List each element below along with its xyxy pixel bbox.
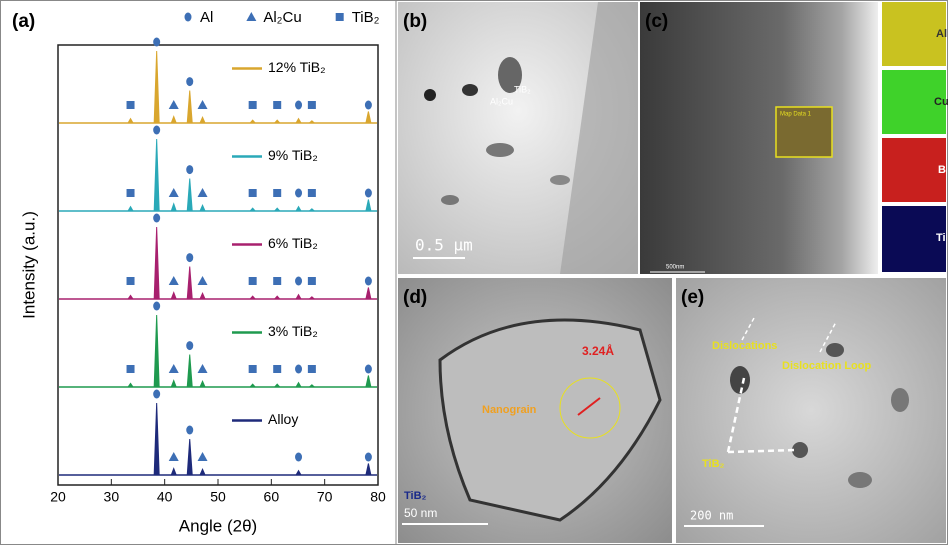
phase-marker: [273, 365, 281, 373]
phase-marker: [186, 165, 193, 174]
element-map: [882, 138, 946, 202]
phase-marker: [365, 365, 372, 374]
series-label: 9% TiB₂: [268, 147, 318, 163]
scale-label: 500nm: [666, 265, 684, 271]
image-texture: [424, 89, 436, 101]
phase-marker: [127, 277, 135, 285]
phase-marker: [365, 277, 372, 286]
legend-label: TiB₂: [352, 9, 380, 26]
panel-label: (d): [403, 287, 427, 308]
phase-marker: [365, 453, 372, 462]
image-texture: [486, 143, 514, 157]
phase-marker: [249, 277, 257, 285]
phase-marker: [153, 302, 160, 311]
phase-marker: [365, 101, 372, 110]
phase-marker: [273, 277, 281, 285]
phase-marker: [273, 101, 281, 109]
phase-marker: [153, 214, 160, 223]
panel-label: (a): [12, 11, 35, 32]
panel-b: (b) TiB₂ Al₂Cu 0.5 μm: [398, 2, 638, 274]
annotation: Al₂Cu: [490, 96, 513, 106]
annotation: TiB₂: [404, 490, 427, 502]
phase-marker: [249, 101, 257, 109]
series-label: 3% TiB₂: [268, 323, 318, 339]
legend-label: Al: [200, 9, 213, 26]
annotation: 3.24Å: [582, 343, 614, 358]
x-axis-label: Angle (2θ): [179, 516, 257, 535]
panel-e: Dislocations Dislocation Loop TiB₂ 200 n…: [676, 278, 946, 543]
phase-marker: [295, 365, 302, 374]
panel-label: (b): [403, 11, 427, 32]
element-label: Ti: [936, 232, 946, 244]
panel-label: (e): [681, 287, 704, 308]
image-texture: [792, 442, 808, 458]
series-label: 6% TiB₂: [268, 235, 318, 251]
map-title: Map Data 1: [780, 112, 812, 118]
phase-marker: [186, 341, 193, 350]
phase-marker: [186, 253, 193, 262]
element-label: Al: [936, 28, 947, 40]
page: (a) Angle (2θ) Intensity (a.u.) 20 30 40 50…: [0, 0, 948, 550]
phase-marker: [153, 38, 160, 47]
figure: (a) Angle (2θ) Intensity (a.u.) 20 30 40 50…: [0, 0, 948, 545]
image-texture: [462, 84, 478, 96]
phase-marker: [295, 189, 302, 198]
phase-marker: [127, 189, 135, 197]
phase-marker: [186, 77, 193, 86]
y-axis-label: Intensity (a.u.): [19, 211, 38, 319]
scale-label: 0.5 μm: [415, 236, 473, 255]
phase-marker: [308, 101, 316, 109]
image-texture: [848, 472, 872, 488]
phase-marker: [308, 189, 316, 197]
phase-marker: [186, 426, 193, 435]
image-texture: [550, 175, 570, 185]
panel-c: Map Data 1 (c) 500nm Al Cu B Ti: [640, 2, 948, 274]
image-texture: [826, 343, 844, 357]
phase-marker: [249, 365, 257, 373]
phase-marker: [273, 189, 281, 197]
phase-marker: [127, 101, 135, 109]
element-label: B: [938, 164, 946, 176]
legend-marker: [336, 13, 344, 21]
panel-d: 3.24Å Nanograin TiB₂ 50 nm (d): [398, 278, 672, 543]
annotation: TiB₂: [514, 84, 531, 94]
x-tick-label: 50: [210, 489, 226, 505]
annotation: Dislocations: [712, 340, 777, 352]
legend-marker: [185, 13, 192, 22]
phase-marker: [153, 126, 160, 135]
phase-marker: [295, 453, 302, 462]
x-tick-label: 70: [317, 489, 333, 505]
phase-marker: [365, 189, 372, 198]
series-label: Alloy: [268, 411, 298, 427]
phase-marker: [249, 189, 257, 197]
phase-marker: [153, 390, 160, 399]
image-texture: [891, 388, 909, 412]
image-texture: [441, 195, 459, 205]
phase-marker: [295, 277, 302, 286]
tem-image: [676, 278, 946, 543]
x-tick-label: 40: [157, 489, 173, 505]
panel-label: (c): [645, 11, 668, 32]
x-tick-label: 30: [104, 489, 120, 505]
annotation: Dislocation Loop: [782, 360, 872, 372]
annotation: TiB₂: [702, 458, 725, 470]
x-tick-label: 80: [370, 489, 386, 505]
element-label: Cu: [934, 96, 948, 108]
phase-marker: [308, 365, 316, 373]
sem-image: [640, 2, 878, 274]
image-texture: [730, 366, 750, 394]
series-label: 12% TiB₂: [268, 59, 326, 75]
legend-label: Al₂Cu: [263, 9, 301, 26]
annotation: Nanograin: [482, 404, 537, 416]
phase-marker: [127, 365, 135, 373]
x-tick-label: 20: [50, 489, 66, 505]
phase-marker: [295, 101, 302, 110]
x-tick-label: 60: [264, 489, 280, 505]
phase-marker: [308, 277, 316, 285]
scale-label: 50 nm: [404, 506, 437, 520]
scale-label: 200 nm: [690, 509, 733, 523]
